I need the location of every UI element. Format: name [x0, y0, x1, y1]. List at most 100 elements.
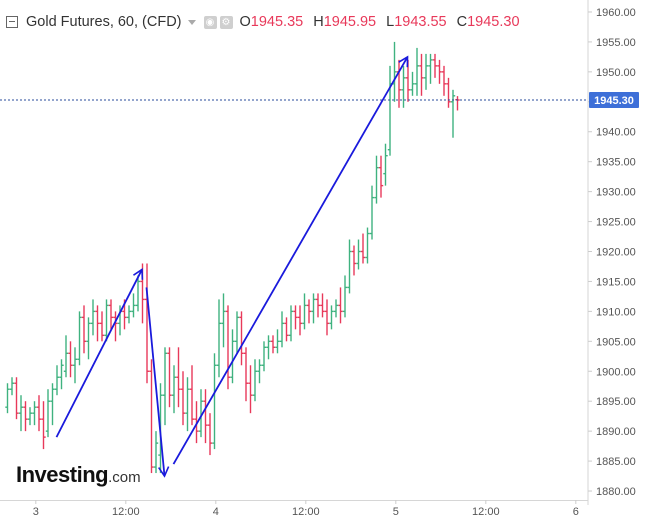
ohlc-bar	[423, 53, 429, 90]
ohlc-bar	[212, 353, 217, 450]
ohlc-bar	[63, 335, 69, 378]
y-tick-label: 1920.00	[596, 246, 636, 258]
ohlc-bar	[432, 53, 438, 78]
ohlc-bar	[338, 287, 343, 324]
trend-arrow	[172, 55, 409, 465]
ohlc-bar	[126, 305, 132, 324]
brand-name: Investing	[16, 462, 109, 487]
ohlc-bar	[144, 263, 150, 384]
ohlc-bar	[419, 53, 424, 96]
y-tick-label: 1895.00	[596, 396, 636, 408]
ohlc-bar	[365, 227, 370, 264]
ohlc-bar	[185, 377, 190, 432]
price-tag-bg	[589, 92, 639, 108]
ohlc-bar	[351, 245, 357, 276]
y-tick-label: 1890.00	[596, 426, 636, 438]
ohlc-bar	[315, 293, 321, 318]
ohlc-bar	[450, 89, 456, 138]
ohlc-bar	[360, 233, 366, 264]
ohlc-bar	[167, 347, 172, 408]
high-label: H	[313, 14, 324, 30]
ohlc-bar	[383, 143, 388, 186]
trend-arrows	[55, 55, 409, 478]
ohlc-bar	[248, 365, 253, 414]
ohlc-bar	[149, 359, 154, 474]
ohlc-bar	[428, 53, 433, 84]
investing-logo: Investing.com	[16, 462, 141, 488]
x-tick-label: 3	[33, 506, 39, 518]
price-tag-text: 1945.30	[594, 95, 634, 107]
ohlc-bar	[86, 317, 91, 360]
x-tick-label: 12:00	[472, 506, 500, 518]
ohlc-bar	[81, 305, 87, 354]
ohlc-bar	[108, 299, 114, 330]
ohlc-bar	[347, 239, 352, 294]
trend-arrow	[145, 287, 170, 478]
ohlc-bar	[329, 305, 334, 330]
ohlc-bar	[207, 413, 213, 456]
y-tick-label: 1955.00	[596, 37, 636, 49]
ohlc-bar	[194, 401, 199, 444]
time-axis[interactable]: 3 12:00 4 12:00 5 12:00 6	[33, 500, 579, 518]
y-tick-label: 1960.00	[596, 7, 636, 19]
close-label: C	[456, 14, 468, 30]
x-tick-label: 12:00	[292, 506, 320, 518]
ohlc-bar	[234, 311, 240, 354]
ohlc-bar	[189, 365, 195, 426]
x-tick-label: 12:00	[112, 506, 140, 518]
ohlc-bar	[32, 401, 37, 426]
ohlc-bar	[356, 239, 361, 270]
high-value: 1945.95	[323, 14, 377, 30]
ohlc-bar	[369, 185, 375, 240]
low-value: 1943.55	[394, 14, 447, 30]
ohlc-bar	[221, 293, 226, 348]
y-tick-label: 1930.00	[596, 187, 636, 199]
ohlc-bar	[54, 365, 60, 396]
ohlc-bar	[72, 347, 78, 384]
ohlc-bar	[293, 305, 298, 330]
ohlc-bar	[41, 401, 46, 450]
ohlc-bar	[342, 275, 348, 318]
ohlc-bar	[68, 341, 73, 378]
gear-icon[interactable]: ⚙	[219, 15, 233, 29]
ohlc-bar	[225, 305, 231, 390]
y-tick-label: 1925.00	[596, 217, 636, 229]
ohlc-bar	[302, 293, 307, 330]
instrument-title: Gold Futures, 60, (CFD)	[26, 14, 182, 30]
ohlc-bar	[77, 311, 82, 366]
ohlc-bar	[279, 311, 285, 348]
y-tick-label: 1910.00	[596, 306, 636, 318]
ohlc-bar	[410, 71, 415, 96]
ohlc-bar	[131, 293, 136, 318]
ohlc-bar	[446, 77, 451, 108]
ohlc-bar	[95, 305, 100, 342]
ohlc-bar	[50, 383, 55, 426]
ohlc-bar	[9, 377, 15, 396]
chart-header: Gold Futures, 60, (CFD) ◉ ⚙ O 1945.35 H 19…	[6, 10, 526, 34]
ohlc-bar	[243, 347, 249, 402]
y-tick-label: 1900.00	[596, 366, 636, 378]
ohlc-bar	[176, 347, 181, 408]
ohlc-bar	[27, 407, 33, 426]
ohlc-bar	[113, 311, 118, 342]
collapse-icon[interactable]	[6, 16, 18, 28]
x-tick-label: 6	[573, 506, 579, 518]
ohlc-bar	[45, 389, 51, 438]
y-tick-label: 1905.00	[596, 336, 636, 348]
ohlc-bar	[414, 47, 420, 96]
ohlc-bar	[441, 65, 447, 96]
ohlc-bar	[275, 329, 280, 354]
y-tick-label: 1880.00	[596, 486, 636, 498]
ohlc-bar	[153, 431, 159, 474]
ohlc-bar	[324, 299, 330, 336]
eye-icon[interactable]: ◉	[203, 15, 217, 29]
ohlc-bar	[104, 299, 109, 342]
open-label: O	[239, 14, 251, 30]
ohlc-bar	[230, 329, 235, 384]
y-tick-label: 1935.00	[596, 157, 636, 169]
chevron-down-icon[interactable]	[187, 19, 196, 25]
ohlc-bar	[333, 299, 339, 318]
y-tick-label: 1915.00	[596, 276, 636, 288]
ohlc-bar	[23, 401, 28, 432]
